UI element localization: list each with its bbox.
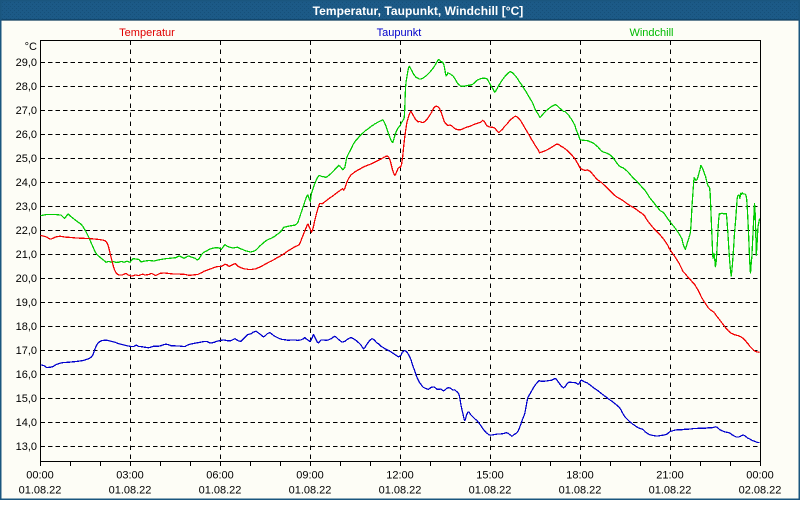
svg-text:13,0: 13,0 xyxy=(16,441,37,453)
svg-text:27,0: 27,0 xyxy=(16,105,37,117)
svg-text:18:00: 18:00 xyxy=(566,470,594,482)
svg-text:06:00: 06:00 xyxy=(206,470,234,482)
svg-text:20,0: 20,0 xyxy=(16,273,37,285)
svg-text:00:00: 00:00 xyxy=(746,470,774,482)
svg-text:24,0: 24,0 xyxy=(16,177,37,189)
svg-text:01.08.22: 01.08.22 xyxy=(559,485,602,497)
svg-text:16,0: 16,0 xyxy=(16,369,37,381)
svg-text:12:00: 12:00 xyxy=(386,470,414,482)
svg-text:Taupunkt: Taupunkt xyxy=(377,27,422,39)
svg-text:22,0: 22,0 xyxy=(16,225,37,237)
svg-text:01.08.22: 01.08.22 xyxy=(109,485,152,497)
svg-text:°C: °C xyxy=(25,41,37,53)
svg-text:Temperatur: Temperatur xyxy=(119,27,175,39)
svg-text:19,0: 19,0 xyxy=(16,297,37,309)
svg-text:02.08.22: 02.08.22 xyxy=(739,485,782,497)
svg-text:26,0: 26,0 xyxy=(16,129,37,141)
svg-text:28,0: 28,0 xyxy=(16,81,37,93)
svg-text:03:00: 03:00 xyxy=(116,470,144,482)
svg-text:01.08.22: 01.08.22 xyxy=(379,485,422,497)
svg-text:15:00: 15:00 xyxy=(476,470,504,482)
svg-text:21:00: 21:00 xyxy=(656,470,684,482)
svg-text:18,0: 18,0 xyxy=(16,321,37,333)
svg-text:01.08.22: 01.08.22 xyxy=(199,485,242,497)
svg-text:01.08.22: 01.08.22 xyxy=(469,485,512,497)
svg-text:23,0: 23,0 xyxy=(16,201,37,213)
svg-text:09:00: 09:00 xyxy=(296,470,324,482)
svg-text:Windchill: Windchill xyxy=(629,27,673,39)
svg-text:00:00: 00:00 xyxy=(26,470,54,482)
svg-text:01.08.22: 01.08.22 xyxy=(289,485,332,497)
svg-text:29,0: 29,0 xyxy=(16,57,37,69)
svg-text:Temperatur, Taupunkt, Windchil: Temperatur, Taupunkt, Windchill [°C] xyxy=(313,4,524,18)
svg-text:01.08.22: 01.08.22 xyxy=(19,485,62,497)
svg-text:17,0: 17,0 xyxy=(16,345,37,357)
svg-text:21,0: 21,0 xyxy=(16,249,37,261)
svg-text:01.08.22: 01.08.22 xyxy=(649,485,692,497)
svg-text:14,0: 14,0 xyxy=(16,417,37,429)
svg-text:15,0: 15,0 xyxy=(16,393,37,405)
svg-text:25,0: 25,0 xyxy=(16,153,37,165)
